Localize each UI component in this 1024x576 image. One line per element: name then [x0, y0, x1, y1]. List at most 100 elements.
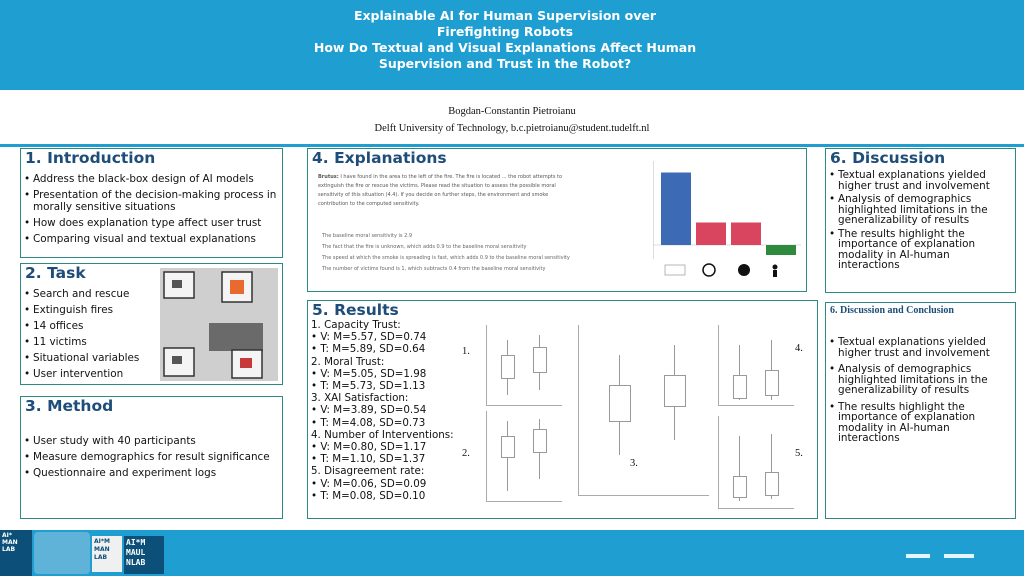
list-item: The baseline moral sensitivity is 2.9: [322, 233, 413, 239]
footer-link-mark: [905, 554, 930, 558]
list-item: Comparing visual and textual explanation…: [23, 233, 279, 245]
explanations-section: 4. Explanations Brutus: I have found in …: [307, 148, 807, 292]
results-line: • V: M=5.57, SD=0.74: [311, 331, 427, 344]
plot-label: 1.: [462, 346, 470, 357]
results-line: 3. XAI Satisfaction:: [311, 392, 409, 405]
paragraph-line: contribution to the computed sensitivity…: [318, 201, 420, 207]
list-item: Textual explanations yielded higher trus…: [828, 337, 1012, 358]
smoke-icon: [738, 264, 750, 276]
baseline-icon: [664, 264, 686, 276]
chart-bar: [766, 245, 796, 255]
poster-header: Explainable AI for Human Supervision ove…: [0, 0, 1024, 90]
list-item: The results highlight the importance of …: [828, 228, 1012, 271]
plot-label: 3.: [630, 458, 638, 469]
paragraph-line: extinguish the fire or rescue the victim…: [318, 183, 556, 189]
footer-links: [905, 552, 974, 560]
results-line: 4. Number of Interventions:: [311, 428, 454, 441]
visual-explanation-chart: [653, 161, 801, 277]
list-item: 14 offices: [23, 320, 163, 332]
list-item: The number of victims found is 1, which …: [322, 266, 546, 272]
person-body: [773, 270, 777, 277]
author-band: Bogdan-Constantin Pietroianu Delft Unive…: [0, 90, 1024, 146]
divider: [0, 144, 1024, 147]
method-section: 3. Method User study with 40 participant…: [20, 396, 283, 519]
list-item: Measure demographics for result signific…: [23, 451, 279, 463]
title-line-1: Explainable AI for Human Supervision ove…: [353, 8, 657, 23]
introduction-list: Address the black-box design of AI model…: [23, 173, 279, 249]
method-heading: 3. Method: [25, 397, 114, 415]
discussion-list: Textual explanations yielded higher trus…: [828, 170, 1012, 274]
person-icon: [772, 264, 778, 270]
boxplot-interventions: [718, 325, 794, 406]
conclusion-list: Textual explanations yielded higher trus…: [828, 337, 1012, 450]
warning-icon: [702, 263, 716, 277]
list-item: 11 victims: [23, 336, 163, 348]
list-item: The fact that the fire is unknown, which…: [322, 244, 527, 250]
paragraph-line: sensitivity of this situation (4.4). If …: [318, 192, 549, 198]
results-line: • V: M=3.89, SD=0.54: [311, 404, 427, 417]
task-heading: 2. Task: [25, 264, 86, 282]
results-section: 5. Results 1. Capacity Trust: • V: M=5.57…: [307, 300, 818, 519]
paragraph-line: I have found in the area to the left of …: [340, 174, 563, 180]
list-item: User study with 40 participants: [23, 435, 279, 447]
results-line: • V: M=0.06, SD=0.09: [311, 477, 427, 490]
introduction-heading: 1. Introduction: [25, 149, 156, 167]
ai-man-lab-logo: AI*M MAUL NLAB: [124, 536, 164, 574]
conclusion-section: 6. Discussion and Conclusion Textual exp…: [825, 302, 1016, 519]
results-line: • T: M=1.10, SD=1.37: [311, 453, 426, 466]
list-item: Situational variables: [23, 352, 163, 364]
task-section: 2. Task Search and rescue Extinguish fir…: [20, 263, 283, 385]
results-line: • T: M=4.08, SD=0.73: [311, 416, 426, 429]
explanations-heading: 4. Explanations: [312, 149, 447, 167]
explanation-paragraph: Brutus: I have found in the area to the …: [318, 173, 638, 209]
boxplot-xai-satisfaction: [578, 325, 709, 496]
results-line: • T: M=0.08, SD=0.10: [311, 489, 426, 502]
discussion-heading: 6. Discussion: [830, 149, 946, 167]
ai-lab-logo: AI* MAN LAB: [0, 530, 32, 576]
list-item: The speed at which the smoke is spreadin…: [322, 255, 570, 261]
list-item: Analysis of demographics highlighted lim…: [828, 194, 1012, 226]
results-line: • T: M=5.73, SD=1.13: [311, 380, 426, 392]
list-item: Questionnaire and experiment logs: [23, 467, 279, 479]
lab-photo: [34, 532, 90, 574]
discussion-section: 6. Discussion Textual explanations yield…: [825, 148, 1016, 293]
list-item: Textual explanations yielded higher trus…: [828, 170, 1012, 191]
results-line: 5. Disagreement rate:: [311, 465, 425, 478]
plot-label: 5.: [795, 448, 803, 459]
subtitle-line-1: How Do Textual and Visual Explanations A…: [313, 40, 697, 55]
results-line: 2. Moral Trust:: [311, 355, 385, 368]
chart-bar: [731, 222, 761, 245]
list-item: Analysis of demographics highlighted lim…: [828, 364, 1012, 396]
list-item: Extinguish fires: [23, 304, 163, 316]
explanation-list: The baseline moral sensitivity is 2.9 Th…: [322, 231, 642, 275]
task-list: Search and rescue Extinguish fires 14 of…: [23, 288, 163, 384]
boxplot-moral-trust: [486, 411, 562, 502]
plot-label: 4.: [795, 343, 803, 354]
ai-man-lab-logo-small: AI*M MAN LAB: [92, 536, 122, 572]
results-line: • V: M=5.05, SD=1.98: [311, 367, 427, 380]
agent-label: Brutus:: [318, 174, 339, 180]
list-item: User intervention: [23, 368, 163, 380]
results-heading: 5. Results: [312, 301, 399, 319]
results-line: • T: M=5.89, SD=0.64: [311, 343, 426, 356]
chart-bar: [696, 222, 726, 245]
chart-bar: [661, 172, 691, 245]
list-item: Address the black-box design of AI model…: [23, 173, 279, 185]
poster-footer: AI* MAN LAB AI*M MAN LAB AI*M MAUL NLAB: [0, 530, 1024, 576]
subtitle-line-2: Supervision and Trust in the Robot?: [378, 56, 632, 71]
plot-label: 2.: [462, 448, 470, 459]
author-name: Bogdan-Constantin Pietroianu: [448, 106, 576, 117]
footer-link-mark: [944, 554, 974, 558]
author-affiliation: Delft University of Technology, b.c.piet…: [374, 123, 650, 134]
conclusion-heading: 6. Discussion and Conclusion: [830, 305, 954, 316]
list-item: How does explanation type affect user tr…: [23, 217, 279, 229]
results-line: • V: M=0.80, SD=1.17: [311, 441, 427, 453]
method-list: User study with 40 participants Measure …: [23, 435, 279, 483]
introduction-section: 1. Introduction Address the black-box de…: [20, 148, 283, 258]
list-item: Presentation of the decision-making proc…: [23, 189, 279, 213]
title-line-2: Firefighting Robots: [436, 24, 574, 39]
results-line: 1. Capacity Trust:: [311, 319, 401, 331]
environment-map-image: [160, 268, 278, 381]
boxplot-capacity-trust: [486, 325, 562, 406]
boxplot-disagreement: [718, 416, 794, 509]
